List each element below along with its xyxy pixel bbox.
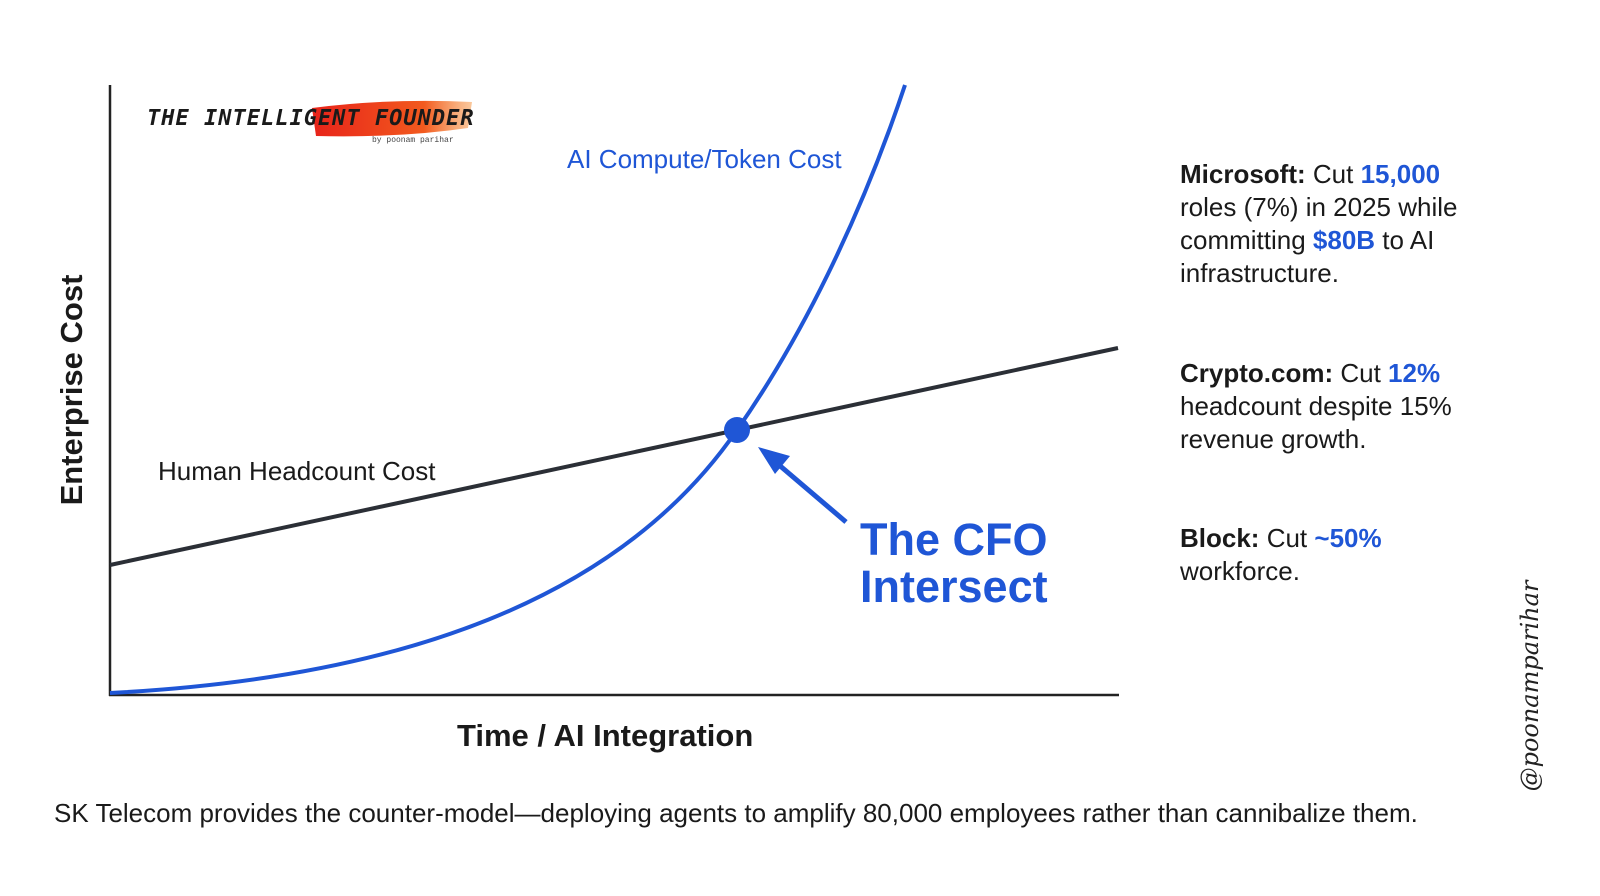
note-plain: headcount despite 15% revenue growth. [1180,391,1452,454]
note-plain: workforce. [1180,556,1300,586]
headcount-line [109,346,1119,567]
watermark: @poonamparihar [1516,580,1544,792]
ai-cost-curve [109,84,907,695]
brand-byline: by poonam parihar [372,136,454,145]
note-plain: Cut [1259,523,1315,553]
brand-brush [312,100,472,137]
note: Microsoft: Cut 15,000 roles (7%) in 2025… [1180,158,1490,290]
note-accent: 12% [1388,358,1441,388]
callout-arrowhead [758,447,790,474]
note-accent: $80B [1312,225,1376,255]
callout-line: The CFO [860,514,1048,565]
brand-name: THE INTELLIGENT FOUNDER [147,106,475,131]
y-axis-label: Enterprise Cost [54,274,89,506]
callout: The CFO Intersect [860,516,1048,610]
footer: SK Telecom provides the counter-model—de… [54,798,1418,828]
x-axis-label: Time / AI Integration [457,718,754,753]
note-accent: 15,000 [1360,159,1441,189]
note-plain: Cut [1305,159,1361,189]
note-plain: to AI infrastructure. [1180,225,1435,288]
note-bold: Crypto.com: [1180,358,1334,388]
note-plain: roles (7%) in 2025 while committing [1180,192,1458,255]
note: Crypto.com: Cut 12% headcount despite 15… [1180,357,1490,456]
curve-label: AI Compute/Token Cost [567,144,842,174]
note-plain: Cut [1333,358,1389,388]
note-bold: Microsoft: [1180,159,1306,189]
intersect-dot [724,417,750,443]
note-accent: ~50% [1314,523,1382,553]
note: Block: Cut ~50% workforce. [1180,522,1490,588]
line-label: Human Headcount Cost [158,456,436,486]
callout-arrow [770,457,848,524]
callout-line: Intersect [860,561,1048,612]
note-bold: Block: [1180,523,1260,553]
